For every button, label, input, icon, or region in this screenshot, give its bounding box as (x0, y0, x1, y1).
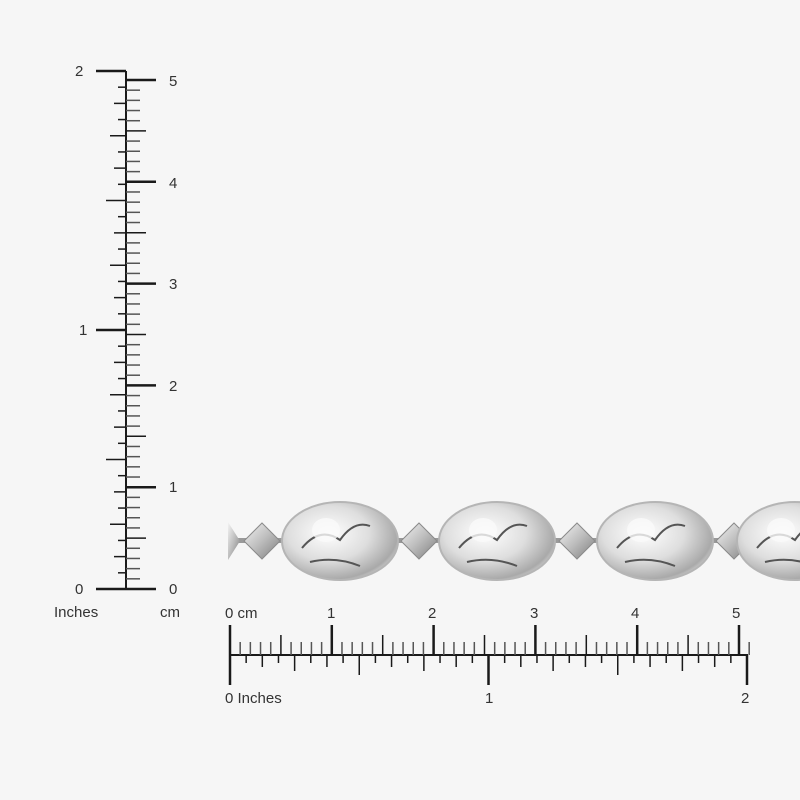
h-cm-label-0: 0 cm (225, 605, 258, 622)
v-cm-label-0: 0 (169, 581, 178, 598)
h-inch-label-2: 2 (741, 690, 750, 707)
vertical-ruler (96, 69, 156, 591)
v-cm-label-2: 2 (169, 378, 178, 395)
coin-relief (458, 523, 528, 567)
v-inch-label-1: 1 (79, 322, 88, 339)
v-cm-label-3: 3 (169, 276, 178, 293)
v-inch-label-2: 2 (75, 63, 84, 80)
v-inch-label-0: 0 (75, 581, 84, 598)
coin-highlight (312, 518, 340, 542)
coin-highlight (767, 518, 795, 542)
coin-highlight (469, 518, 497, 542)
coin-relief (301, 523, 371, 567)
horizontal-ruler (228, 625, 750, 685)
v-cm-label-4: 4 (169, 175, 178, 192)
coin-relief (756, 532, 800, 563)
coin-relief (616, 523, 686, 567)
coin-bead (736, 501, 800, 581)
cube-bead (400, 522, 438, 560)
bracelet-image (228, 501, 800, 581)
cube-bead (243, 522, 281, 560)
v-cm-label-1: 1 (169, 479, 178, 496)
h-inch-label-1: 1 (485, 690, 494, 707)
h-cm-label-5: 5 (732, 605, 741, 622)
cube-bead (558, 522, 596, 560)
h-cm-label-3: 3 (530, 605, 539, 622)
h-inch-label-0: 0 Inches (225, 690, 282, 707)
cube-bead (228, 522, 240, 560)
coin-highlight (627, 518, 655, 542)
v-cm-unit: cm (160, 604, 180, 621)
v-inch-unit: Inches (54, 604, 99, 621)
h-cm-label-2: 2 (428, 605, 437, 622)
v-cm-label-5: 5 (169, 73, 178, 90)
h-cm-label-4: 4 (631, 605, 640, 622)
h-cm-label-1: 1 (327, 605, 336, 622)
